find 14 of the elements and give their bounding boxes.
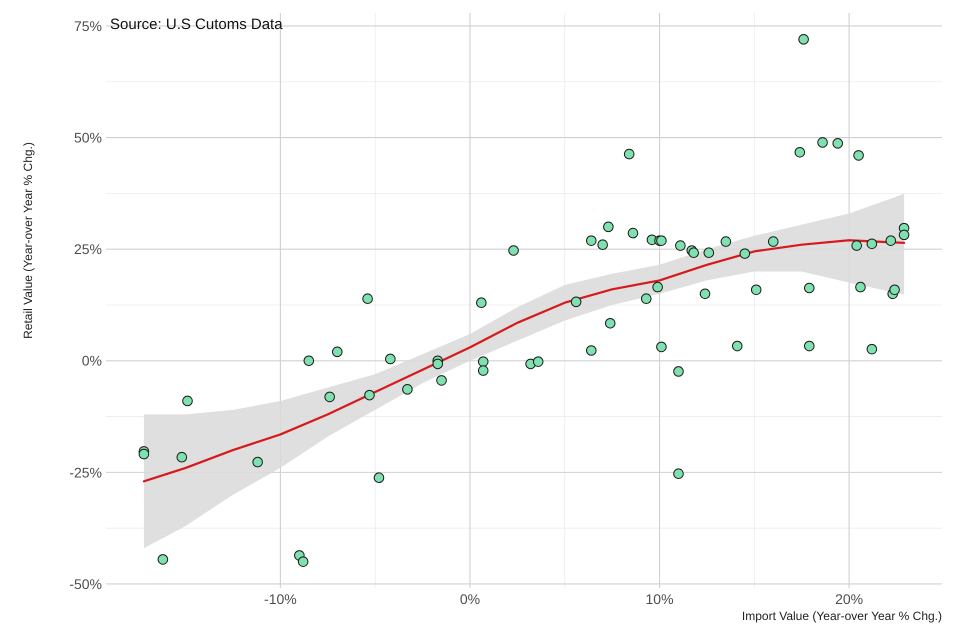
x-tick-label: 20% (835, 591, 864, 607)
x-tick-label: 10% (646, 591, 674, 607)
x-tick-label: -10% (264, 591, 297, 607)
annotation: Source: U.S Cutoms Data (110, 16, 284, 33)
y-tick-label: 75% (74, 18, 102, 34)
y-axis-title: Retail Value (Year-over Year % Chg.) (21, 142, 35, 339)
y-tick-label: 0% (82, 352, 102, 369)
line-series (142, 239, 906, 482)
y-tick-label: -50% (69, 576, 102, 592)
y-tick-label: 50% (74, 129, 102, 146)
x-tick-label: 0% (460, 591, 480, 607)
x-axis-title: Import Value (Year-over Year % Chg.) (742, 609, 942, 623)
y-tick-label: 25% (74, 241, 102, 258)
y-tick-label: -25% (69, 464, 102, 480)
